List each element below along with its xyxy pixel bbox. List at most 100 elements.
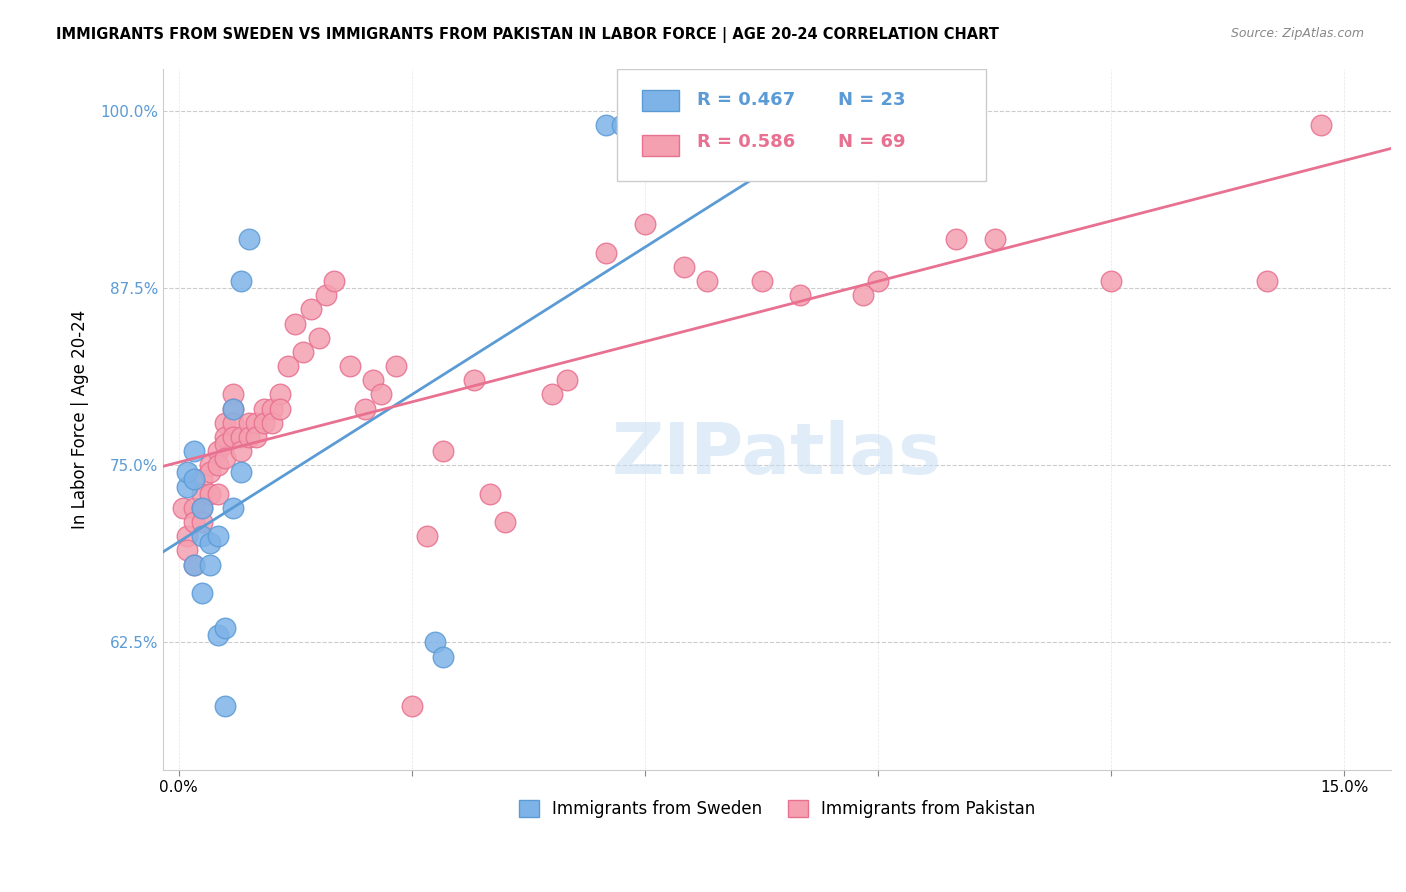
Immigrants from Pakistan: [432, 444, 454, 458]
Immigrants from Pakistan: [253, 416, 276, 430]
Immigrants from Sweden: [198, 558, 221, 572]
Immigrants from Pakistan: [229, 444, 252, 458]
Immigrants from Pakistan: [634, 218, 657, 232]
Immigrants from Pakistan: [207, 444, 229, 458]
Immigrants from Pakistan: [176, 543, 198, 558]
Immigrants from Pakistan: [672, 260, 695, 274]
Immigrants from Pakistan: [183, 515, 205, 529]
Immigrants from Sweden: [222, 401, 245, 416]
Immigrants from Sweden: [214, 699, 236, 714]
Immigrants from Pakistan: [789, 288, 811, 302]
Immigrants from Sweden: [183, 558, 205, 572]
Immigrants from Pakistan: [463, 373, 485, 387]
Immigrants from Sweden: [198, 536, 221, 550]
Immigrants from Sweden: [425, 635, 447, 649]
Immigrants from Sweden: [183, 473, 205, 487]
Immigrants from Pakistan: [308, 331, 330, 345]
Bar: [643, 136, 679, 156]
Immigrants from Sweden: [238, 231, 260, 245]
Text: ZIPatlas: ZIPatlas: [612, 420, 942, 489]
Immigrants from Pakistan: [540, 387, 562, 401]
Immigrants from Pakistan: [222, 401, 245, 416]
Text: R = 0.467: R = 0.467: [697, 91, 796, 109]
Immigrants from Pakistan: [370, 387, 392, 401]
Immigrants from Pakistan: [315, 288, 337, 302]
Immigrants from Pakistan: [494, 515, 516, 529]
Immigrants from Pakistan: [238, 430, 260, 444]
Text: Source: ZipAtlas.com: Source: ZipAtlas.com: [1230, 27, 1364, 40]
Immigrants from Pakistan: [983, 231, 1005, 245]
Immigrants from Pakistan: [245, 416, 267, 430]
Immigrants from Pakistan: [852, 288, 875, 302]
Immigrants from Pakistan: [214, 437, 236, 451]
Immigrants from Pakistan: [323, 274, 346, 288]
Immigrants from Sweden: [432, 649, 454, 664]
Immigrants from Pakistan: [172, 500, 194, 515]
Immigrants from Sweden: [595, 118, 617, 132]
Immigrants from Sweden: [229, 466, 252, 480]
Text: IMMIGRANTS FROM SWEDEN VS IMMIGRANTS FROM PAKISTAN IN LABOR FORCE | AGE 20-24 CO: IMMIGRANTS FROM SWEDEN VS IMMIGRANTS FRO…: [56, 27, 1000, 43]
Legend: Immigrants from Sweden, Immigrants from Pakistan: Immigrants from Sweden, Immigrants from …: [512, 793, 1042, 825]
Immigrants from Pakistan: [245, 430, 267, 444]
Y-axis label: In Labor Force | Age 20-24: In Labor Force | Age 20-24: [72, 310, 89, 529]
Immigrants from Pakistan: [238, 416, 260, 430]
Immigrants from Pakistan: [214, 451, 236, 466]
Immigrants from Pakistan: [299, 302, 322, 317]
Immigrants from Pakistan: [222, 430, 245, 444]
Immigrants from Pakistan: [555, 373, 578, 387]
Immigrants from Sweden: [229, 274, 252, 288]
Immigrants from Pakistan: [696, 274, 718, 288]
Immigrants from Pakistan: [1310, 118, 1333, 132]
Immigrants from Sweden: [191, 500, 214, 515]
Immigrants from Pakistan: [277, 359, 299, 373]
Immigrants from Sweden: [222, 500, 245, 515]
Immigrants from Pakistan: [292, 345, 315, 359]
Text: R = 0.586: R = 0.586: [697, 133, 796, 151]
Immigrants from Sweden: [214, 621, 236, 635]
Immigrants from Pakistan: [1256, 274, 1278, 288]
Immigrants from Pakistan: [339, 359, 361, 373]
Immigrants from Sweden: [191, 586, 214, 600]
Immigrants from Pakistan: [214, 430, 236, 444]
Immigrants from Pakistan: [416, 529, 439, 543]
Immigrants from Sweden: [176, 479, 198, 493]
Text: N = 23: N = 23: [838, 91, 905, 109]
Immigrants from Pakistan: [222, 416, 245, 430]
Immigrants from Pakistan: [868, 274, 890, 288]
Immigrants from Pakistan: [222, 387, 245, 401]
Immigrants from Pakistan: [945, 231, 967, 245]
Immigrants from Pakistan: [191, 486, 214, 500]
Immigrants from Sweden: [610, 118, 633, 132]
Immigrants from Pakistan: [207, 486, 229, 500]
Immigrants from Pakistan: [183, 500, 205, 515]
FancyBboxPatch shape: [617, 69, 986, 181]
Immigrants from Pakistan: [198, 486, 221, 500]
Immigrants from Sweden: [207, 529, 229, 543]
Immigrants from Sweden: [183, 444, 205, 458]
Immigrants from Pakistan: [284, 317, 307, 331]
Immigrants from Pakistan: [269, 387, 291, 401]
Immigrants from Pakistan: [198, 458, 221, 473]
Immigrants from Pakistan: [1099, 274, 1122, 288]
Immigrants from Pakistan: [253, 401, 276, 416]
Immigrants from Pakistan: [478, 486, 501, 500]
Immigrants from Pakistan: [751, 274, 773, 288]
Immigrants from Pakistan: [401, 699, 423, 714]
Immigrants from Pakistan: [229, 430, 252, 444]
Immigrants from Pakistan: [191, 473, 214, 487]
Immigrants from Pakistan: [269, 401, 291, 416]
Immigrants from Pakistan: [183, 558, 205, 572]
Immigrants from Pakistan: [361, 373, 384, 387]
Immigrants from Pakistan: [191, 515, 214, 529]
Immigrants from Pakistan: [191, 500, 214, 515]
Immigrants from Sweden: [176, 466, 198, 480]
Immigrants from Pakistan: [198, 466, 221, 480]
Immigrants from Pakistan: [385, 359, 408, 373]
Bar: [643, 89, 679, 111]
Immigrants from Pakistan: [176, 529, 198, 543]
Immigrants from Pakistan: [595, 245, 617, 260]
Immigrants from Pakistan: [214, 416, 236, 430]
Immigrants from Sweden: [207, 628, 229, 642]
Immigrants from Pakistan: [260, 401, 283, 416]
Text: N = 69: N = 69: [838, 133, 905, 151]
